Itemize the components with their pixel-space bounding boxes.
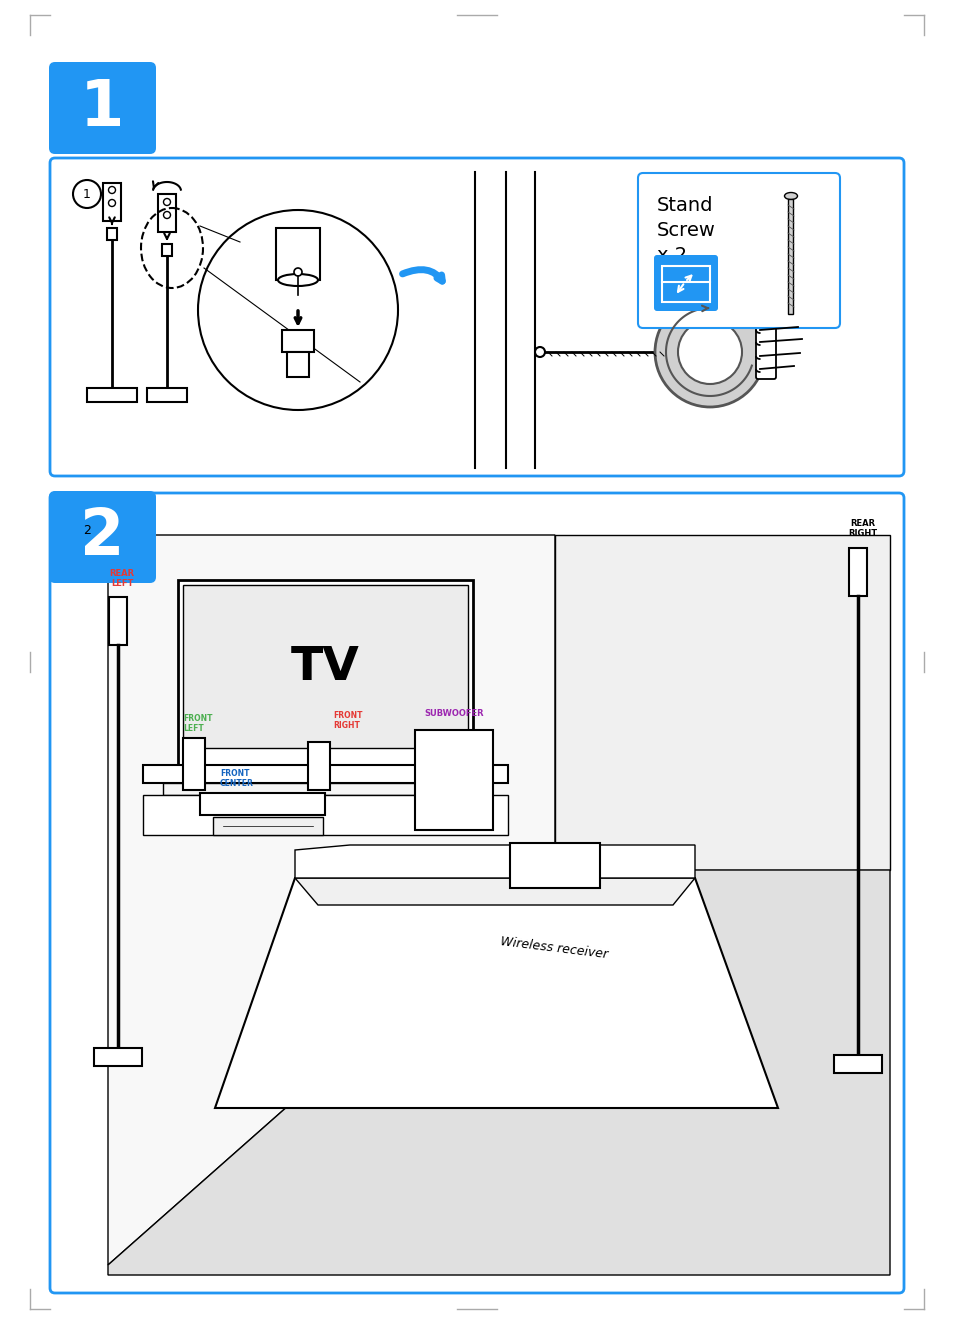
Bar <box>282 330 314 352</box>
Bar <box>107 228 117 240</box>
Text: 1: 1 <box>80 77 124 139</box>
Bar <box>415 730 493 830</box>
Bar <box>833 1055 882 1072</box>
Text: Stand
Screw
x 2: Stand Screw x 2 <box>657 196 715 265</box>
Bar <box>848 548 866 596</box>
Polygon shape <box>294 845 695 878</box>
FancyBboxPatch shape <box>50 493 903 1294</box>
Bar <box>213 817 323 835</box>
Bar <box>87 388 137 402</box>
Text: 2: 2 <box>80 506 124 568</box>
Circle shape <box>535 347 544 357</box>
Text: SUBWOOFER: SUBWOOFER <box>424 708 483 718</box>
Bar <box>183 737 205 790</box>
Bar <box>510 843 599 888</box>
Circle shape <box>655 297 764 406</box>
Bar <box>147 388 187 402</box>
Bar <box>94 1049 142 1066</box>
Text: REAR
RIGHT: REAR RIGHT <box>847 519 877 538</box>
Bar <box>183 585 468 748</box>
Bar <box>143 765 507 782</box>
Circle shape <box>294 267 302 275</box>
Bar <box>109 597 127 645</box>
FancyBboxPatch shape <box>638 173 840 328</box>
Bar <box>162 244 172 256</box>
Ellipse shape <box>277 274 317 286</box>
Circle shape <box>678 320 741 384</box>
Bar <box>661 266 709 302</box>
Text: TV: TV <box>291 645 359 690</box>
Polygon shape <box>108 535 555 1264</box>
Ellipse shape <box>783 192 797 200</box>
Bar <box>275 228 319 279</box>
FancyBboxPatch shape <box>654 256 718 311</box>
Polygon shape <box>294 878 695 906</box>
Text: FRONT
LEFT: FRONT LEFT <box>183 714 213 733</box>
FancyBboxPatch shape <box>49 491 156 583</box>
Text: 1: 1 <box>83 188 91 200</box>
Bar <box>178 580 473 765</box>
Text: 2: 2 <box>83 523 91 536</box>
Text: FRONT
RIGHT: FRONT RIGHT <box>333 711 362 730</box>
Text: FRONT
CENTER: FRONT CENTER <box>220 769 253 788</box>
Bar <box>158 195 175 232</box>
FancyBboxPatch shape <box>50 158 903 477</box>
Text: Wireless receiver: Wireless receiver <box>499 935 608 961</box>
Bar <box>308 741 330 790</box>
Bar <box>103 183 121 221</box>
Bar <box>788 199 793 314</box>
Text: REAR
LEFT: REAR LEFT <box>110 568 134 588</box>
Bar <box>200 793 325 816</box>
Polygon shape <box>555 535 889 870</box>
Bar <box>163 782 488 794</box>
Polygon shape <box>108 870 889 1275</box>
Polygon shape <box>214 878 778 1108</box>
Bar <box>143 794 507 835</box>
Bar <box>287 352 309 377</box>
FancyBboxPatch shape <box>755 324 775 379</box>
FancyBboxPatch shape <box>49 62 156 154</box>
